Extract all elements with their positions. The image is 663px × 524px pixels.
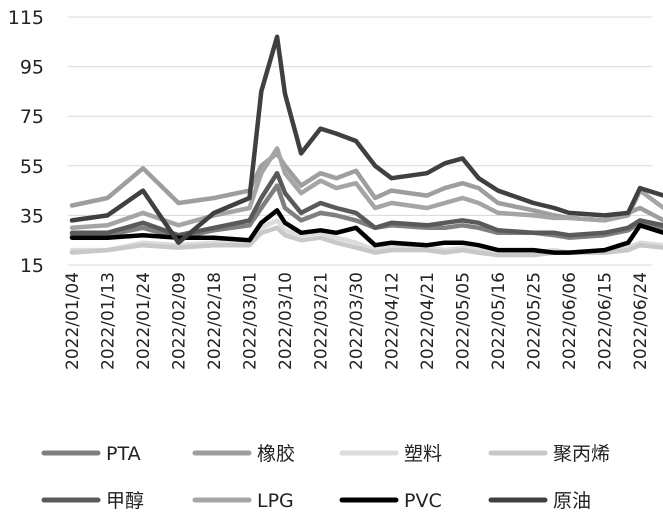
x-tick-label: 2022/01/04 — [63, 272, 83, 370]
y-tick-label: 55 — [20, 156, 44, 178]
series-line — [69, 146, 663, 231]
legend-label: 橡胶 — [257, 443, 295, 465]
legend-label: 塑料 — [404, 443, 442, 465]
y-tick-label: 15 — [20, 255, 44, 277]
x-tick-label: 2022/02/18 — [205, 272, 225, 370]
x-tick-label: 2022/04/21 — [418, 272, 438, 370]
x-tick-label: 2022/01/24 — [134, 272, 154, 370]
series-lines — [69, 34, 663, 258]
legend-label: 甲醇 — [106, 490, 144, 512]
x-axis-ticks: 2022/01/04 2022/01/13 2022/01/24 2022/02/09… — [63, 272, 651, 370]
x-tick-label: 2022/03/21 — [312, 272, 332, 370]
x-tick-label: 2022/06/06 — [560, 272, 580, 370]
x-tick-label: 2022/06/24 — [631, 272, 651, 370]
y-tick-label: 75 — [20, 106, 44, 128]
series-line — [69, 34, 663, 245]
legend-label: LPG — [257, 490, 294, 512]
x-tick-label: 2022/03/10 — [276, 272, 296, 370]
x-tick-label: 2022/05/25 — [525, 272, 545, 370]
series-line — [69, 151, 663, 223]
gridlines — [68, 16, 652, 266]
x-tick-label: 2022/04/12 — [383, 272, 403, 370]
legend-label: 原油 — [553, 490, 591, 512]
y-tick-label: 35 — [20, 205, 44, 227]
x-tick-label: 2022/06/15 — [596, 272, 616, 370]
x-tick-label: 2022/05/16 — [489, 272, 509, 370]
legend-label: PTA — [106, 443, 141, 465]
series-line — [69, 208, 663, 255]
x-tick-label: 2022/05/05 — [454, 272, 474, 370]
legend-label: 聚丙烯 — [553, 443, 610, 465]
x-tick-label: 2022/03/01 — [241, 272, 261, 370]
legend-label: PVC — [404, 490, 442, 512]
y-axis-ticks: 15 35 55 75 95 115 — [8, 7, 44, 277]
y-tick-label: 95 — [20, 57, 44, 79]
x-tick-label: 2022/02/09 — [170, 272, 190, 370]
y-tick-label: 115 — [8, 7, 44, 29]
x-tick-label: 2022/03/30 — [347, 272, 367, 370]
x-tick-label: 2022/01/13 — [99, 272, 119, 370]
series-line — [69, 170, 663, 238]
